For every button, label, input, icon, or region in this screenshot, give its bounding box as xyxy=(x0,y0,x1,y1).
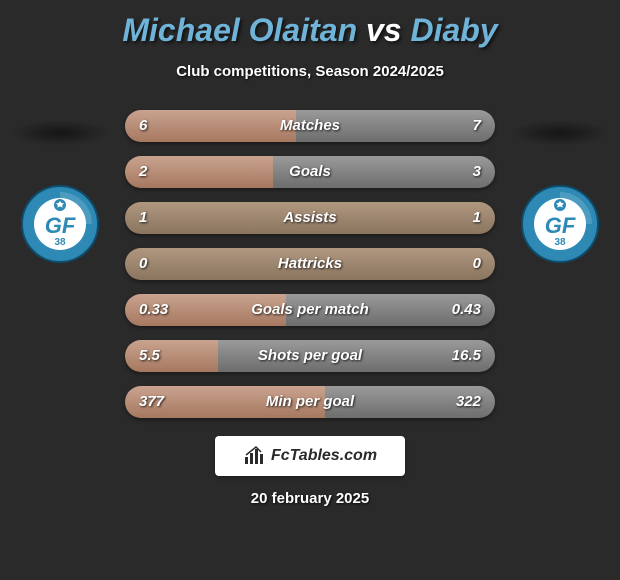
footer-date: 20 february 2025 xyxy=(0,490,620,507)
vs-text: vs xyxy=(366,12,402,48)
stat-row: 0.33Goals per match0.43 xyxy=(125,294,495,326)
svg-text:GF: GF xyxy=(545,213,576,238)
grenoble-logo-icon: GF 38 xyxy=(520,184,600,264)
shadow-left xyxy=(10,120,110,146)
stat-value-right: 1 xyxy=(459,202,495,234)
content-area: GF 38 GF 38 6Matches7 2Goals3 1Assists1 0Ha… xyxy=(0,110,620,507)
stat-value-right: 16.5 xyxy=(438,340,495,372)
club-logo-left: GF 38 xyxy=(20,184,100,264)
svg-text:38: 38 xyxy=(54,237,66,248)
svg-text:38: 38 xyxy=(554,237,566,248)
brand-box: FcTables.com xyxy=(215,436,405,476)
stat-label: Hattricks xyxy=(125,248,495,280)
stat-row: 0Hattricks0 xyxy=(125,248,495,280)
subtitle: Club competitions, Season 2024/2025 xyxy=(0,63,620,80)
stat-value-right: 3 xyxy=(459,156,495,188)
stat-label: Matches xyxy=(125,110,495,142)
stat-value-right: 322 xyxy=(442,386,495,418)
stat-value-right: 0.43 xyxy=(438,294,495,326)
player2-name: Diaby xyxy=(410,12,497,48)
brand-text: FcTables.com xyxy=(271,447,377,465)
stat-label: Assists xyxy=(125,202,495,234)
stat-label: Min per goal xyxy=(125,386,495,418)
stat-value-right: 7 xyxy=(459,110,495,142)
club-logo-right: GF 38 xyxy=(520,184,600,264)
stat-label: Goals xyxy=(125,156,495,188)
stat-row: 6Matches7 xyxy=(125,110,495,142)
stat-row: 5.5Shots per goal16.5 xyxy=(125,340,495,372)
bars-icon xyxy=(243,445,265,467)
grenoble-logo-icon: GF 38 xyxy=(20,184,100,264)
svg-text:GF: GF xyxy=(45,213,76,238)
stat-row: 1Assists1 xyxy=(125,202,495,234)
stat-value-right: 0 xyxy=(459,248,495,280)
shadow-right xyxy=(510,120,610,146)
stat-row: 377Min per goal322 xyxy=(125,386,495,418)
stat-row: 2Goals3 xyxy=(125,156,495,188)
stats-bars: 6Matches7 2Goals3 1Assists1 0Hattricks0 0.33… xyxy=(125,110,495,418)
comparison-title: Michael Olaitan vs Diaby xyxy=(0,0,620,49)
player1-name: Michael Olaitan xyxy=(122,12,357,48)
